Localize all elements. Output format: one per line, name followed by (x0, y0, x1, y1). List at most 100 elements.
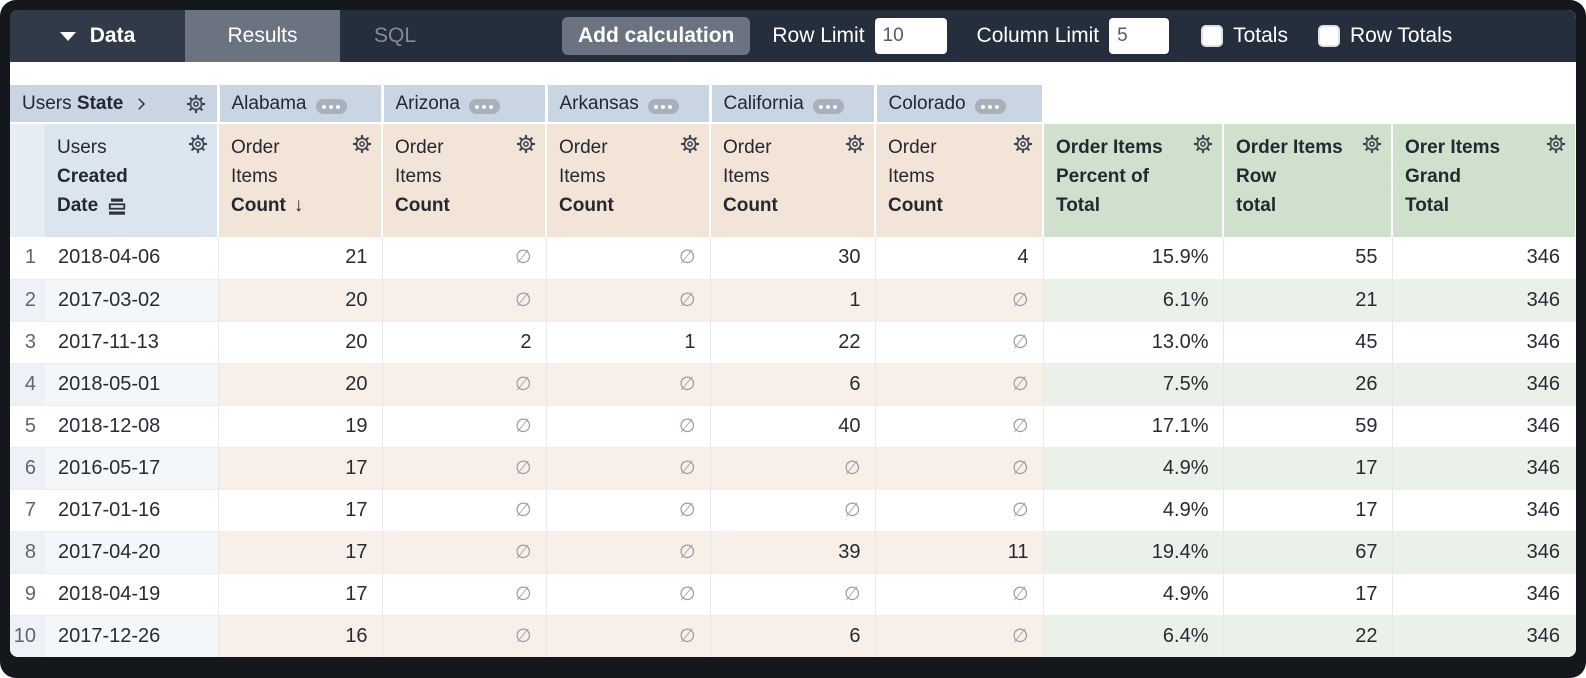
measure-cell[interactable]: 20 (218, 279, 383, 322)
column-limit-input[interactable] (1109, 18, 1170, 54)
gear-icon[interactable] (1545, 133, 1567, 220)
measure-cell[interactable]: 6 (710, 615, 876, 657)
pivot-value-header[interactable]: Colorado (875, 85, 1045, 124)
measure-cell[interactable]: ∅ (710, 573, 876, 616)
date-cell[interactable]: 2017-01-16 (45, 489, 219, 532)
measure-cell[interactable]: ∅ (382, 405, 547, 448)
tab-results[interactable]: Results (185, 10, 340, 62)
grand-total-cell[interactable]: 346 (1392, 279, 1576, 322)
row-total-cell[interactable]: 59 (1223, 405, 1393, 448)
measure-cell[interactable]: 6 (710, 363, 876, 406)
measure-cell[interactable]: ∅ (382, 489, 547, 532)
percent-of-total-cell[interactable]: 7.5% (1043, 363, 1224, 406)
ellipsis-menu-icon[interactable] (974, 93, 1006, 115)
measure-cell[interactable]: ∅ (382, 531, 547, 574)
row-total-cell[interactable]: 45 (1223, 321, 1393, 364)
grand-total-cell[interactable]: 346 (1392, 573, 1576, 616)
measure-cell[interactable]: ∅ (875, 615, 1044, 657)
measure-cell[interactable]: 2 (382, 321, 547, 364)
measure-cell[interactable]: ∅ (546, 237, 711, 280)
row-total-cell[interactable]: 21 (1223, 279, 1393, 322)
ellipsis-menu-icon[interactable] (647, 93, 679, 115)
pivot-value-header[interactable]: Arkansas (546, 85, 712, 124)
measure-cell[interactable]: ∅ (382, 237, 547, 280)
measure-cell[interactable]: 17 (218, 573, 383, 616)
grand-total-cell[interactable]: 346 (1392, 237, 1576, 280)
gear-icon[interactable] (515, 133, 537, 220)
measure-cell[interactable]: ∅ (546, 447, 711, 490)
row-total-cell[interactable]: 22 (1223, 615, 1393, 657)
measure-cell[interactable]: 22 (710, 321, 876, 364)
measure-cell[interactable]: 16 (218, 615, 383, 657)
measure-cell[interactable]: ∅ (875, 489, 1044, 532)
measure-cell[interactable]: ∅ (710, 447, 876, 490)
row-total-cell[interactable]: 17 (1223, 447, 1393, 490)
add-calculation-button[interactable]: Add calculation (562, 17, 751, 55)
users-created-date-header[interactable]: Users Created Date (45, 123, 219, 237)
measure-cell[interactable]: 20 (218, 363, 383, 406)
measure-cell[interactable]: ∅ (546, 489, 711, 532)
row-total-cell[interactable]: 17 (1223, 573, 1393, 616)
measure-cell[interactable]: ∅ (546, 615, 711, 657)
measure-cell[interactable]: ∅ (875, 405, 1044, 448)
tab-sql[interactable]: SQL (340, 10, 450, 62)
measure-cell[interactable]: ∅ (382, 573, 547, 616)
date-cell[interactable]: 2018-04-19 (45, 573, 219, 616)
percent-of-total-cell[interactable]: 6.1% (1043, 279, 1224, 322)
measure-cell[interactable]: ∅ (382, 447, 547, 490)
measure-cell[interactable]: ∅ (382, 363, 547, 406)
order-items-count-header[interactable]: Order Items Count (382, 123, 547, 237)
percent-of-total-cell[interactable]: 17.1% (1043, 405, 1224, 448)
measure-cell[interactable]: 39 (710, 531, 876, 574)
pivot-value-header[interactable]: Alabama (218, 85, 384, 124)
ellipsis-menu-icon[interactable] (468, 93, 500, 115)
measure-cell[interactable]: ∅ (546, 405, 711, 448)
row-total-cell[interactable]: 67 (1223, 531, 1393, 574)
grand-total-cell[interactable]: 346 (1392, 615, 1576, 657)
order-items-count-header[interactable]: Order Items Count (710, 123, 876, 237)
percent-of-total-cell[interactable]: 4.9% (1043, 447, 1224, 490)
ellipsis-menu-icon[interactable] (812, 93, 844, 115)
percent-of-total-cell[interactable]: 4.9% (1043, 489, 1224, 532)
date-cell[interactable]: 2018-05-01 (45, 363, 219, 406)
measure-cell[interactable]: ∅ (875, 363, 1044, 406)
measure-cell[interactable]: ∅ (546, 279, 711, 322)
gear-icon[interactable] (1012, 133, 1034, 220)
row-limit-input[interactable] (874, 18, 947, 54)
row-totals-checkbox[interactable] (1317, 25, 1340, 47)
grand-total-cell[interactable]: 346 (1392, 363, 1576, 406)
measure-cell[interactable]: ∅ (382, 615, 547, 657)
date-cell[interactable]: 2017-04-20 (45, 531, 219, 574)
gear-icon[interactable] (844, 133, 866, 220)
measure-cell[interactable]: 17 (218, 447, 383, 490)
measure-cell[interactable]: ∅ (875, 321, 1044, 364)
grand-total-cell[interactable]: 346 (1392, 531, 1576, 574)
gear-icon[interactable] (351, 133, 373, 220)
order-items-count-header[interactable]: Order Items Count (875, 123, 1044, 237)
measure-cell[interactable]: ∅ (875, 279, 1044, 322)
percent-of-total-cell[interactable]: 19.4% (1043, 531, 1224, 574)
row-total-cell[interactable]: 17 (1223, 489, 1393, 532)
grand-total-cell[interactable]: 346 (1392, 447, 1576, 490)
date-cell[interactable]: 2017-11-13 (45, 321, 219, 364)
date-cell[interactable]: 2018-04-06 (45, 237, 219, 280)
grand-total-cell[interactable]: 346 (1392, 321, 1576, 364)
percent-of-total-cell[interactable]: 6.4% (1043, 615, 1224, 657)
measure-cell[interactable]: 1 (710, 279, 876, 322)
percent-of-total-header[interactable]: Order Items Percent of Total (1043, 123, 1224, 237)
order-items-count-header[interactable]: Order Items Count (546, 123, 711, 237)
measure-cell[interactable]: 11 (875, 531, 1044, 574)
measure-cell[interactable]: 17 (218, 531, 383, 574)
measure-cell[interactable]: 21 (218, 237, 383, 280)
gear-icon[interactable] (1361, 133, 1383, 220)
measure-cell[interactable]: ∅ (710, 489, 876, 532)
percent-of-total-cell[interactable]: 4.9% (1043, 573, 1224, 616)
sort-desc-icon[interactable]: ↓ (293, 195, 304, 216)
measure-cell[interactable]: 17 (218, 489, 383, 532)
date-cell[interactable]: 2018-12-08 (45, 405, 219, 448)
gear-icon[interactable] (185, 93, 207, 115)
measure-cell[interactable]: 4 (875, 237, 1044, 280)
percent-of-total-cell[interactable]: 15.9% (1043, 237, 1224, 280)
gear-icon[interactable] (679, 133, 701, 220)
measure-cell[interactable]: ∅ (875, 573, 1044, 616)
